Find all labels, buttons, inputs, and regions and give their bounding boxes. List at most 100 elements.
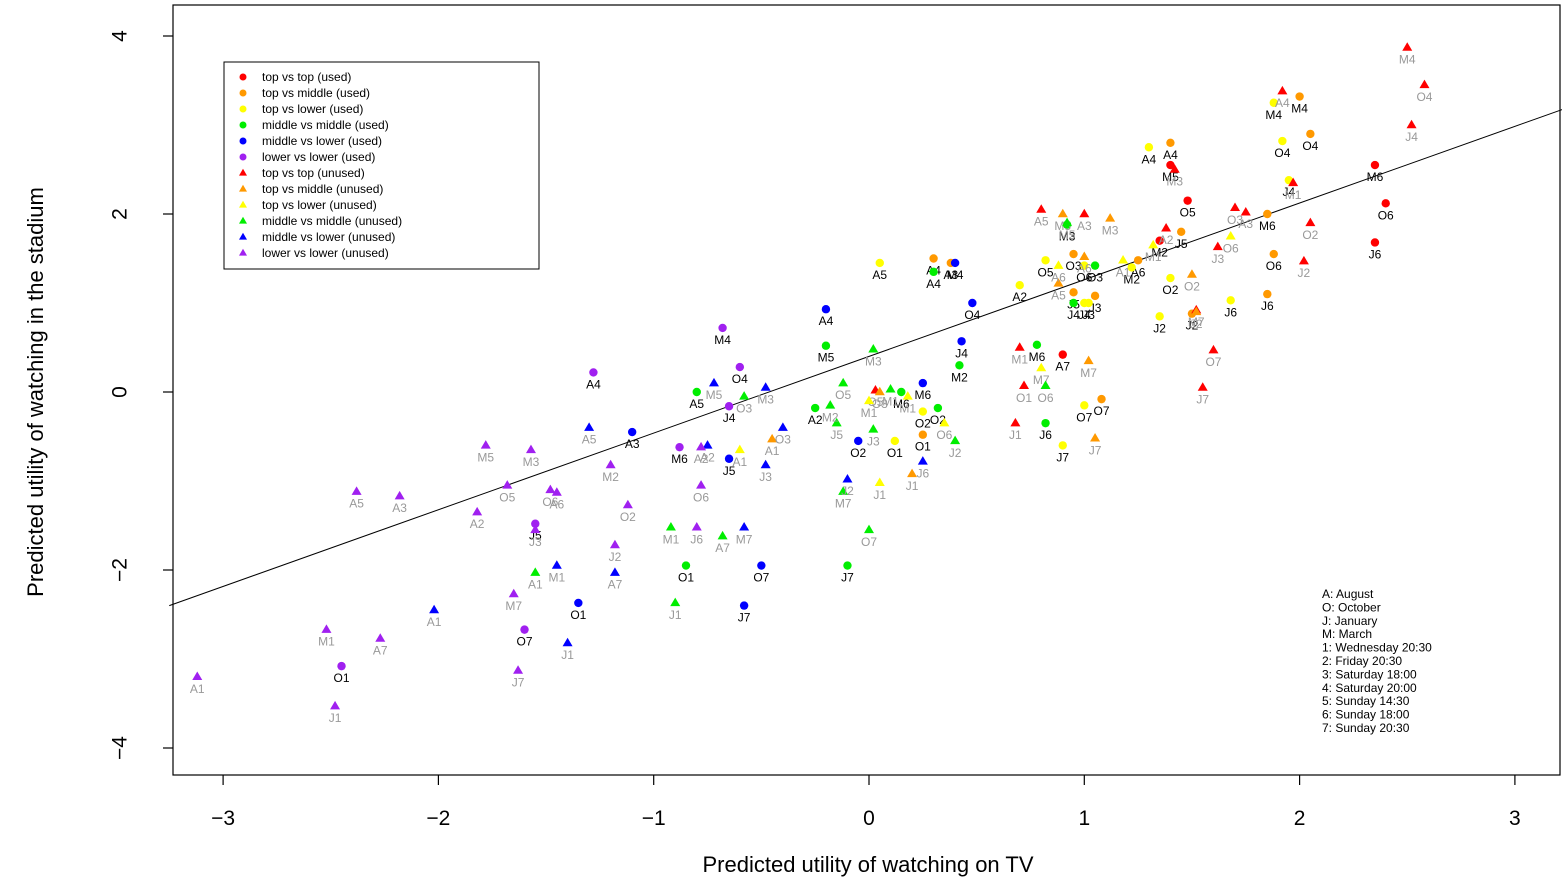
data-point (1226, 296, 1235, 305)
data-point (1133, 256, 1143, 265)
data-point (1306, 129, 1315, 139)
point-label: J4 (1405, 130, 1418, 144)
point-label: A7 (715, 541, 730, 555)
legend-marker (239, 73, 247, 81)
data-point (1298, 255, 1309, 265)
legend-marker (239, 168, 247, 176)
legend-entry: middle vs lower (unused) (262, 230, 395, 244)
legend-entry: top vs lower (unused) (262, 198, 377, 212)
point-label: J2 (609, 550, 622, 564)
point-label: A3 (943, 268, 958, 282)
legend-marker (239, 89, 247, 97)
data-point (1155, 236, 1164, 245)
point-label: A5 (872, 268, 887, 282)
point-label: A3 (392, 501, 407, 515)
point-label: M7 (736, 532, 753, 546)
point-label: O6 (1378, 208, 1394, 222)
point-label: M7 (505, 599, 522, 613)
data-point (513, 665, 524, 674)
point-label: A7 (608, 578, 623, 592)
key-entry: J: January (1322, 614, 1377, 628)
data-point (1041, 418, 1050, 428)
legend-entry: top vs middle (unused) (262, 182, 383, 196)
data-point (897, 387, 906, 397)
data-point (520, 625, 529, 634)
point-label: J5 (723, 464, 736, 478)
data-point (939, 417, 950, 427)
data-point (821, 341, 831, 350)
plot-frame (172, 4, 1561, 776)
point-label: O2 (620, 510, 636, 524)
data-point (1169, 164, 1180, 173)
data-point (1053, 278, 1064, 287)
data-point (1041, 256, 1050, 265)
point-label: J6 (1224, 305, 1237, 319)
legend-entry: middle vs middle (unused) (262, 214, 402, 228)
point-label: O1 (334, 671, 350, 685)
point-label: O4 (1416, 90, 1432, 104)
data-point (831, 417, 842, 427)
x-tick-label: −2 (426, 807, 450, 830)
point-label: A6 (1051, 271, 1066, 285)
data-points: O5M2M5M6O6J6A7A4A4M4O4M6A6O3J5J3J5O6J6J2… (190, 42, 1433, 725)
point-label: M6 (1259, 219, 1276, 233)
point-label: M4 (947, 268, 964, 282)
y-tick-label: −4 (109, 736, 132, 760)
point-label: J6 (1261, 299, 1274, 313)
data-point (321, 624, 332, 633)
point-label: A5 (689, 397, 704, 411)
data-point (675, 442, 684, 452)
data-point (1084, 298, 1093, 308)
data-point (622, 499, 633, 509)
legend-box (223, 61, 540, 270)
point-label: M1 (663, 532, 680, 546)
point-label: J4 (1078, 308, 1091, 322)
point-label: J2 (1153, 321, 1166, 335)
data-point (394, 490, 405, 500)
data-point (777, 422, 788, 431)
point-label: M1 (1285, 188, 1302, 202)
y-tick-label: −2 (109, 558, 132, 582)
point-label: O7 (517, 635, 533, 649)
data-point (968, 298, 977, 308)
point-label: J1 (873, 488, 886, 502)
data-point (918, 430, 928, 439)
data-point (842, 473, 853, 483)
point-label: M2 (1151, 246, 1168, 260)
point-label: A2 (1012, 290, 1027, 304)
data-point (1036, 362, 1047, 372)
point-label: J4 (955, 346, 968, 360)
point-label: A4 (586, 377, 601, 391)
point-label: O1 (887, 446, 903, 460)
point-label: A3 (625, 437, 640, 451)
point-label: O3 (1066, 259, 1082, 273)
data-point (609, 567, 620, 576)
data-point (1105, 213, 1116, 222)
point-label: O6 (936, 428, 952, 442)
data-point (874, 386, 885, 396)
legend-marker (239, 248, 247, 256)
point-label: J1 (669, 608, 682, 622)
point-label: J1 (561, 648, 574, 662)
point-label: A4 (819, 314, 834, 328)
data-point (885, 384, 896, 393)
point-label: O6 (1266, 259, 1282, 273)
data-point (508, 588, 519, 598)
legend-entry: middle vs lower (used) (262, 134, 382, 148)
point-label: O3 (736, 401, 752, 415)
point-label: M6 (671, 452, 688, 466)
point-label: J4 (1067, 308, 1080, 322)
data-point (1148, 239, 1159, 249)
point-label: O7 (753, 571, 769, 585)
data-point (530, 524, 541, 534)
point-label: A2 (694, 452, 709, 466)
point-label: O1 (678, 571, 694, 585)
legend-marker (239, 121, 247, 129)
point-label: O3 (872, 397, 888, 411)
point-label: A4 (1275, 96, 1290, 110)
data-point (1269, 98, 1278, 107)
point-label: M5 (1162, 170, 1179, 184)
data-point (1083, 355, 1094, 365)
data-point (929, 267, 938, 277)
point-label: A4 (926, 277, 941, 291)
